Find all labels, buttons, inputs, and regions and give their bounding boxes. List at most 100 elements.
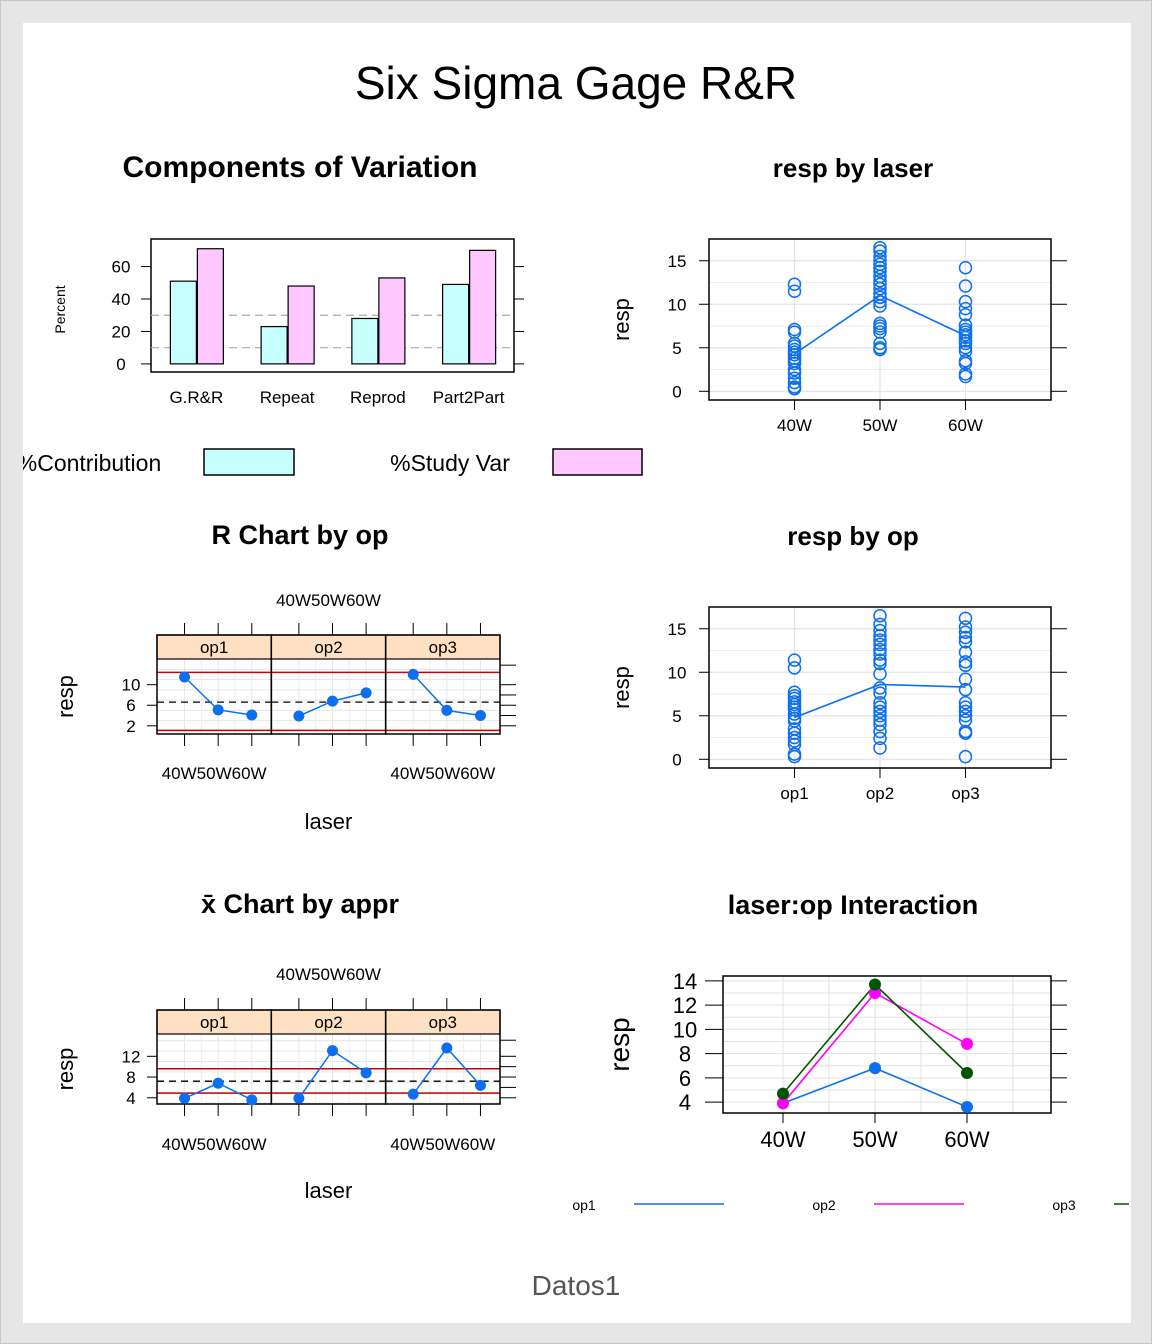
- legend-study-var-label: %Study Var: [390, 450, 510, 476]
- data-point: [873, 244, 887, 258]
- data-point: [327, 1045, 338, 1057]
- bar-contribution: [351, 317, 379, 365]
- xbar_chart-title: x̄ Chart by appr: [201, 889, 400, 919]
- resp_by_laser-ylabel: resp: [609, 298, 634, 341]
- panel-label: op2: [314, 638, 342, 657]
- data-point: [958, 369, 973, 384]
- data-point: [360, 687, 372, 699]
- x-category-label: op3: [951, 784, 979, 803]
- y-tick-label: 5: [672, 707, 681, 726]
- data-point: [873, 704, 887, 719]
- data-point-op1: [869, 1062, 881, 1075]
- data-point: [293, 710, 305, 722]
- data-point: [873, 623, 887, 638]
- data-point: [873, 321, 887, 336]
- bar-study-var: [378, 277, 406, 365]
- data-point: [958, 682, 973, 697]
- data-point: [787, 375, 802, 390]
- x-category-label: op1: [780, 784, 808, 803]
- data-point: [958, 260, 973, 275]
- data-point: [787, 347, 802, 362]
- data-point: [787, 661, 802, 675]
- x-tick-labels-top: 40W50W60W: [276, 965, 381, 984]
- data-point: [441, 1042, 453, 1054]
- data-point-op3: [777, 1087, 789, 1100]
- x-category-label: 40W: [777, 416, 812, 435]
- data-point: [958, 672, 973, 686]
- data-point: [787, 730, 802, 745]
- data-point: [787, 366, 802, 380]
- y-tick-label: 12: [673, 993, 697, 1018]
- data-point: [958, 611, 973, 626]
- data-point: [474, 710, 486, 722]
- x-category-label: 50W: [863, 416, 898, 435]
- data-point: [958, 330, 973, 345]
- resp_by_laser-title: resp by laser: [773, 153, 933, 183]
- data-point: [958, 341, 973, 355]
- y-tick-label: 6: [679, 1066, 691, 1091]
- x-category-label: G.R&R: [169, 388, 223, 407]
- panel-strip: [270, 634, 387, 660]
- data-point: [787, 653, 802, 667]
- data-point: [360, 1067, 372, 1079]
- x-category-label: Repeat: [260, 388, 315, 407]
- data-point: [958, 356, 973, 371]
- data-point: [212, 704, 224, 716]
- data-point: [958, 704, 973, 719]
- data-point: [873, 717, 887, 732]
- data-point: [958, 645, 973, 660]
- y-tick-label: 40: [112, 290, 131, 309]
- data-point: [787, 356, 802, 371]
- data-point: [873, 633, 887, 647]
- data-point: [787, 284, 802, 298]
- resp_by_op-title: resp by op: [787, 521, 918, 551]
- data-point: [873, 686, 887, 700]
- data-point: [787, 707, 802, 721]
- data-point-op2: [961, 1037, 973, 1050]
- legend-contribution-label: %Contribution: [23, 450, 161, 476]
- y-tick-label: 4: [126, 1089, 135, 1108]
- data-point: [958, 658, 973, 673]
- x-tick-labels-top: 40W50W60W: [276, 591, 381, 610]
- data-point: [873, 681, 887, 695]
- resp-by-laser-chart: resp by laser 0 5 10 15 resp 40W 50W 60W: [609, 153, 1067, 435]
- data-point: [246, 1094, 258, 1106]
- data-point: [873, 628, 887, 643]
- y-tick-label: 60: [112, 258, 131, 277]
- y-tick-label: 14: [673, 969, 697, 994]
- components-ylabel: Percent: [52, 285, 68, 333]
- data-point: [873, 281, 887, 296]
- x-tick-labels-bottom: 40W50W60W: [390, 764, 495, 783]
- data-point: [873, 667, 887, 681]
- y-tick-label: 15: [668, 252, 687, 271]
- data-point: [873, 260, 887, 275]
- resp-by-op-chart: resp by op 0 5 10 15 resp op1 op2 op3: [609, 521, 1067, 803]
- data-point: [958, 709, 973, 723]
- legend-label-op1: op1: [572, 1197, 596, 1213]
- data-point: [179, 1092, 191, 1104]
- data-point-op1: [961, 1100, 973, 1113]
- data-point: [873, 656, 887, 671]
- data-point: [958, 635, 973, 649]
- data-point: [873, 608, 887, 623]
- data-point: [179, 671, 191, 683]
- y-tick-label: 20: [112, 322, 131, 341]
- xbar_chart-xlabel: laser: [305, 1178, 353, 1203]
- data-point: [873, 254, 887, 268]
- x-tick-labels-bottom: 40W50W60W: [162, 1135, 267, 1154]
- data-point: [293, 1092, 305, 1104]
- data-point: [873, 299, 887, 313]
- panel-label: op1: [200, 638, 228, 657]
- bar-study-var: [196, 248, 224, 365]
- panel-label: op2: [314, 1013, 342, 1032]
- interaction-title: laser:op Interaction: [728, 890, 979, 920]
- panel-strip: [156, 634, 272, 660]
- panel-label: op3: [429, 1013, 457, 1032]
- y-tick-label: 6: [126, 696, 135, 715]
- data-point: [958, 630, 973, 645]
- data-point: [212, 1077, 224, 1089]
- data-point: [958, 307, 973, 322]
- legend-label-op2: op2: [812, 1197, 836, 1213]
- data-point: [958, 625, 973, 639]
